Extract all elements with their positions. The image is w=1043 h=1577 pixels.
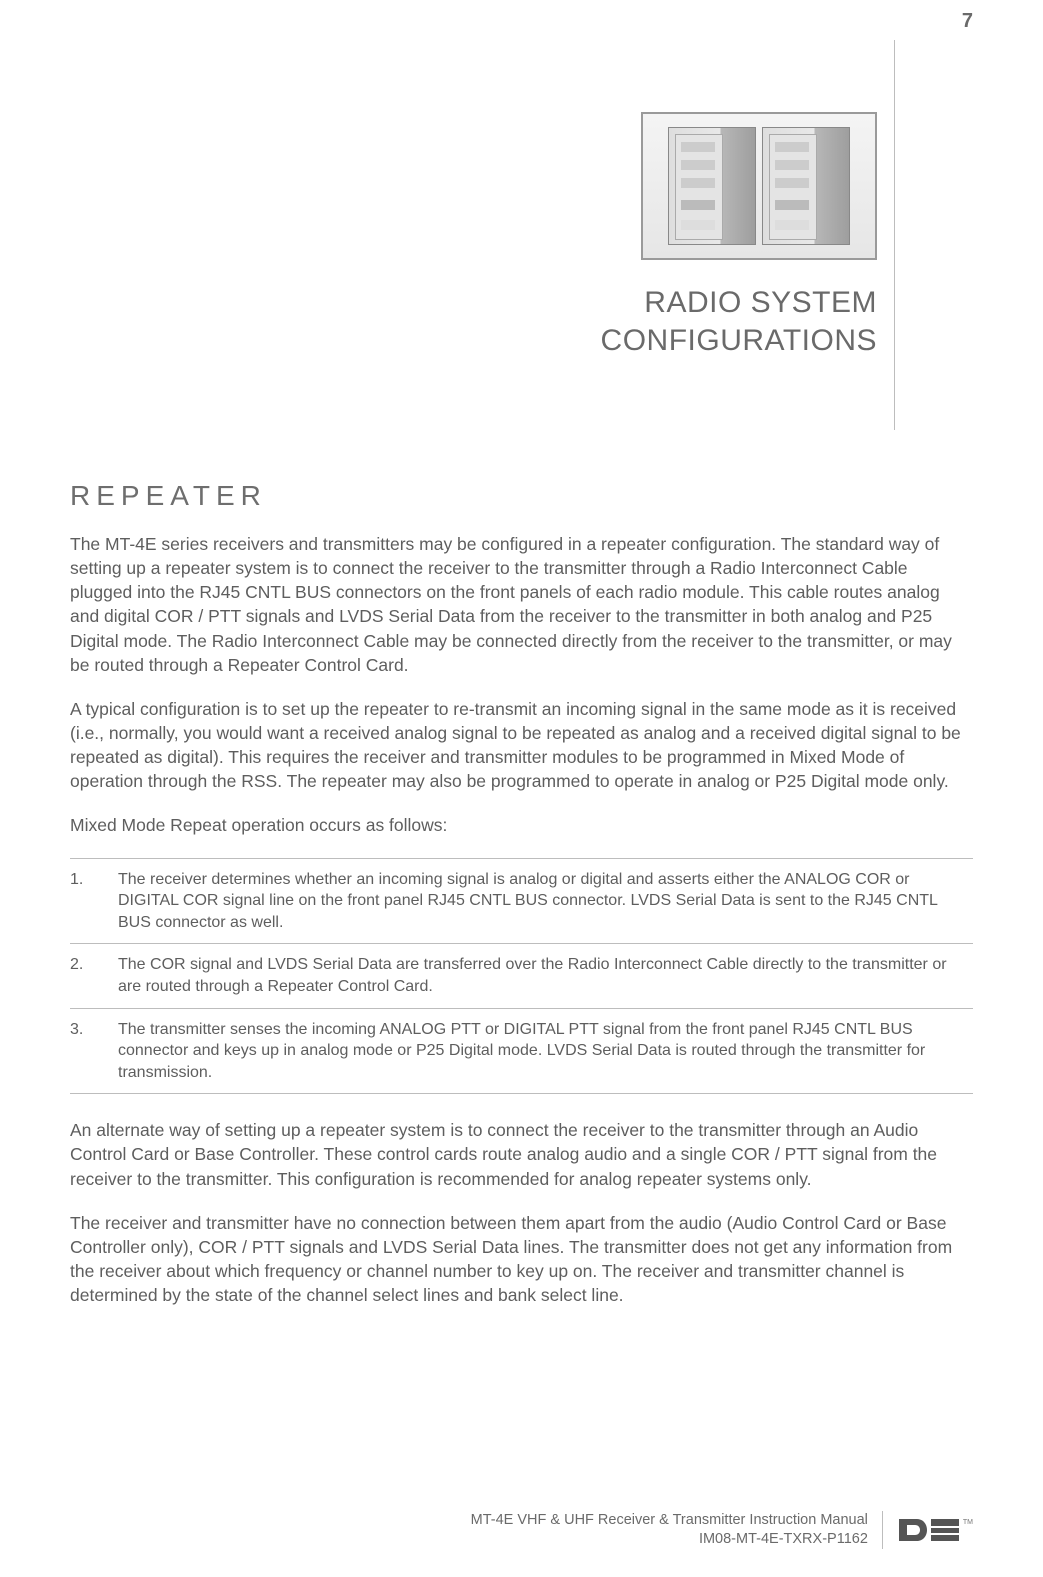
radio-module-icon	[668, 127, 756, 245]
body-text: The MT-4E series receivers and transmitt…	[70, 532, 973, 838]
header-area: 7 RADIO SYSTEM CONFIGURATIONS	[70, 0, 973, 430]
trademark-label: TM	[963, 1519, 973, 1526]
footer-line: IM08-MT-4E-TXRX-P1162	[471, 1530, 868, 1549]
radio-module-icon	[762, 127, 850, 245]
page-footer: MT-4E VHF & UHF Receiver & Transmitter I…	[70, 1511, 973, 1549]
paragraph: An alternate way of setting up a repeate…	[70, 1118, 973, 1190]
step-text: The COR signal and LVDS Serial Data are …	[118, 954, 973, 997]
paragraph: The MT-4E series receivers and transmitt…	[70, 532, 973, 677]
step-item: 3. The transmitter senses the incoming A…	[70, 1008, 973, 1095]
chapter-title-line: CONFIGURATIONS	[601, 322, 877, 360]
step-number: 3.	[70, 1019, 94, 1084]
footer-text: MT-4E VHF & UHF Receiver & Transmitter I…	[471, 1511, 883, 1549]
numbered-steps: 1. The receiver determines whether an in…	[70, 858, 973, 1095]
paragraph: A typical configuration is to set up the…	[70, 697, 973, 794]
section-heading: REPEATER	[70, 480, 973, 512]
paragraph: The receiver and transmitter have no con…	[70, 1211, 973, 1308]
brand-logo-icon: TM	[897, 1515, 973, 1545]
step-item: 2. The COR signal and LVDS Serial Data a…	[70, 943, 973, 1007]
step-number: 2.	[70, 954, 94, 997]
step-item: 1. The receiver determines whether an in…	[70, 858, 973, 944]
footer-line: MT-4E VHF & UHF Receiver & Transmitter I…	[471, 1511, 868, 1530]
chapter-title: RADIO SYSTEM CONFIGURATIONS	[601, 284, 877, 359]
product-image	[641, 112, 877, 260]
vertical-rule	[894, 40, 895, 430]
page: 7 RADIO SYSTEM CONFIGURATIONS REPEATER T…	[0, 0, 1043, 1577]
body-text: An alternate way of setting up a repeate…	[70, 1118, 973, 1307]
step-number: 1.	[70, 869, 94, 934]
page-number: 7	[962, 10, 973, 33]
chapter-title-line: RADIO SYSTEM	[601, 284, 877, 322]
step-text: The transmitter senses the incoming ANAL…	[118, 1019, 973, 1084]
step-text: The receiver determines whether an incom…	[118, 869, 973, 934]
paragraph: Mixed Mode Repeat operation occurs as fo…	[70, 813, 973, 837]
